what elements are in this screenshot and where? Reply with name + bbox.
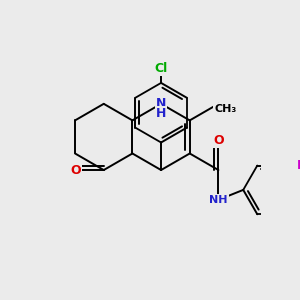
Text: N: N [156, 97, 166, 110]
Text: CH₃: CH₃ [214, 104, 236, 114]
Text: O: O [213, 134, 224, 147]
Text: O: O [70, 164, 81, 176]
Text: NH: NH [209, 195, 228, 205]
Text: F: F [297, 159, 300, 172]
Text: H: H [156, 107, 166, 120]
Text: Cl: Cl [154, 62, 168, 76]
